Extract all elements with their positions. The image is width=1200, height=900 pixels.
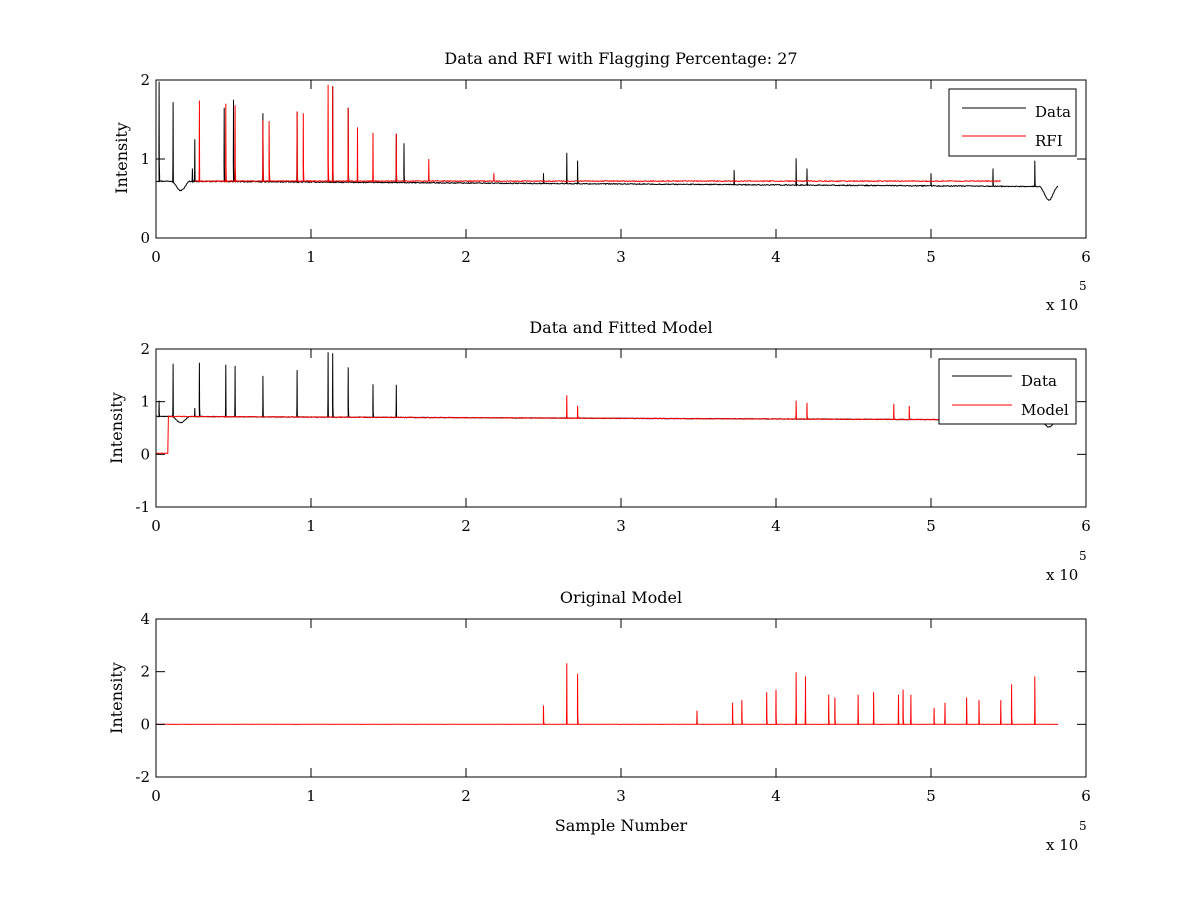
panel-data-and-rfi: Data and RFI with Flagging Percentage: 2… [112, 49, 1091, 314]
panel-1-x-tick-label-5: 5 [926, 248, 936, 266]
panel-2-legend: Data Model [938, 358, 1077, 425]
panel-2-x-tick-label-5: 5 [926, 517, 936, 535]
panel-2-title: Data and Fitted Model [529, 318, 712, 337]
panel-1-legend-rfi-label: RFI [1035, 132, 1063, 150]
panel-1-y-tick-label-0: 0 [140, 229, 150, 247]
panel-2-legend-box [938, 358, 1077, 425]
panel-2-y-tick-label-0: -1 [135, 498, 150, 516]
panel-3-y-tick-label-0: -2 [135, 768, 150, 786]
panel-1-series-data-line [155, 81, 1059, 201]
panel-2-x-tick-label-0: 0 [151, 517, 161, 535]
panel-2-x-tick-label-6: 6 [1081, 517, 1091, 535]
panel-3-y-tick-label-2: 2 [140, 663, 150, 681]
panel-1-title: Data and RFI with Flagging Percentage: 2… [444, 49, 797, 68]
panel-2-series-data-line [155, 352, 1059, 428]
panel-3-x-tick-label-0: 0 [151, 787, 161, 805]
panel-2-legend-data-label: Data [1021, 372, 1057, 390]
panel-3-x-axis-label: Sample Number [555, 816, 688, 835]
panel-3-y-tick-label-3: 4 [140, 610, 150, 628]
panel-2-y-tick-label-3: 2 [140, 340, 150, 358]
panel-1-y-axis-label: Intensity [112, 122, 131, 194]
panel-2-x-tick-label-4: 4 [771, 517, 781, 535]
panel-1-y-tick-label-2: 2 [140, 71, 150, 89]
panel-2-y-axis-label: Intensity [107, 392, 126, 464]
panel-3-x-tick-label-2: 2 [461, 787, 471, 805]
panel-2-x-tick-label-2: 2 [461, 517, 471, 535]
panel-1-y-tick-label-1: 1 [140, 150, 150, 168]
panel-1-legend-data-label: Data [1035, 103, 1071, 121]
panel-3-axes-box [155, 618, 1087, 778]
panel-2-x-tick-label-3: 3 [616, 517, 626, 535]
panel-3-x-tick-label-1: 1 [306, 787, 316, 805]
panel-2-x-exponent: 5 [1079, 549, 1087, 563]
panel-2-series-model-line [155, 395, 1059, 455]
panel-1-axes-box [155, 79, 1087, 239]
panel-3-y-tick-label-1: 0 [140, 715, 150, 733]
panel-2-axes-box [155, 348, 1087, 508]
panel-3-x-exponent-label: x 10 [1046, 836, 1078, 854]
panel-2-y-tick-label-1: 0 [140, 445, 150, 463]
panel-1-legend-box [948, 88, 1077, 157]
panel-3-x-tick-label-6: 6 [1081, 787, 1091, 805]
panel-3-series-layer [156, 663, 1059, 725]
panel-original-model: Original Model Intensity Sample Number x… [107, 588, 1091, 854]
panel-2-y-tick-label-2: 1 [140, 393, 150, 411]
panel-2-x-tick-label-1: 1 [306, 517, 316, 535]
panel-3-y-axis-label: Intensity [107, 662, 126, 734]
panel-1-x-exponent: 5 [1079, 279, 1087, 293]
panel-1-x-exponent-label: x 10 [1046, 296, 1078, 314]
panel-1-x-tick-label-4: 4 [771, 248, 781, 266]
panel-1-series-layer [155, 81, 1059, 201]
panel-3-x-exponent: 5 [1079, 819, 1087, 833]
panel-1-x-tick-label-0: 0 [151, 248, 161, 266]
panel-3-series-original-model-line [156, 663, 1059, 725]
panel-data-and-fitted-model: Data and Fitted Model Intensity x 10 5 0… [107, 318, 1091, 584]
panel-3-x-tick-label-4: 4 [771, 787, 781, 805]
panel-3-title: Original Model [560, 588, 682, 607]
panel-3-x-tick-label-5: 5 [926, 787, 936, 805]
panel-1-legend: Data RFI [948, 88, 1077, 157]
panel-2-x-exponent-label: x 10 [1046, 566, 1078, 584]
panel-1-x-tick-label-1: 1 [306, 248, 316, 266]
panel-1-x-tick-label-2: 2 [461, 248, 471, 266]
panel-1-series-rfi-line [194, 84, 1001, 183]
panel-1-x-tick-label-6: 6 [1081, 248, 1091, 266]
panel-1-ticks-layer: 0 1 2 3 4 5 6 0 1 2 [140, 71, 1090, 266]
panel-2-legend-model-label: Model [1021, 401, 1069, 419]
panel-2-series-layer [155, 352, 1059, 455]
panel-3-x-tick-label-3: 3 [616, 787, 626, 805]
panel-1-x-tick-label-3: 3 [616, 248, 626, 266]
